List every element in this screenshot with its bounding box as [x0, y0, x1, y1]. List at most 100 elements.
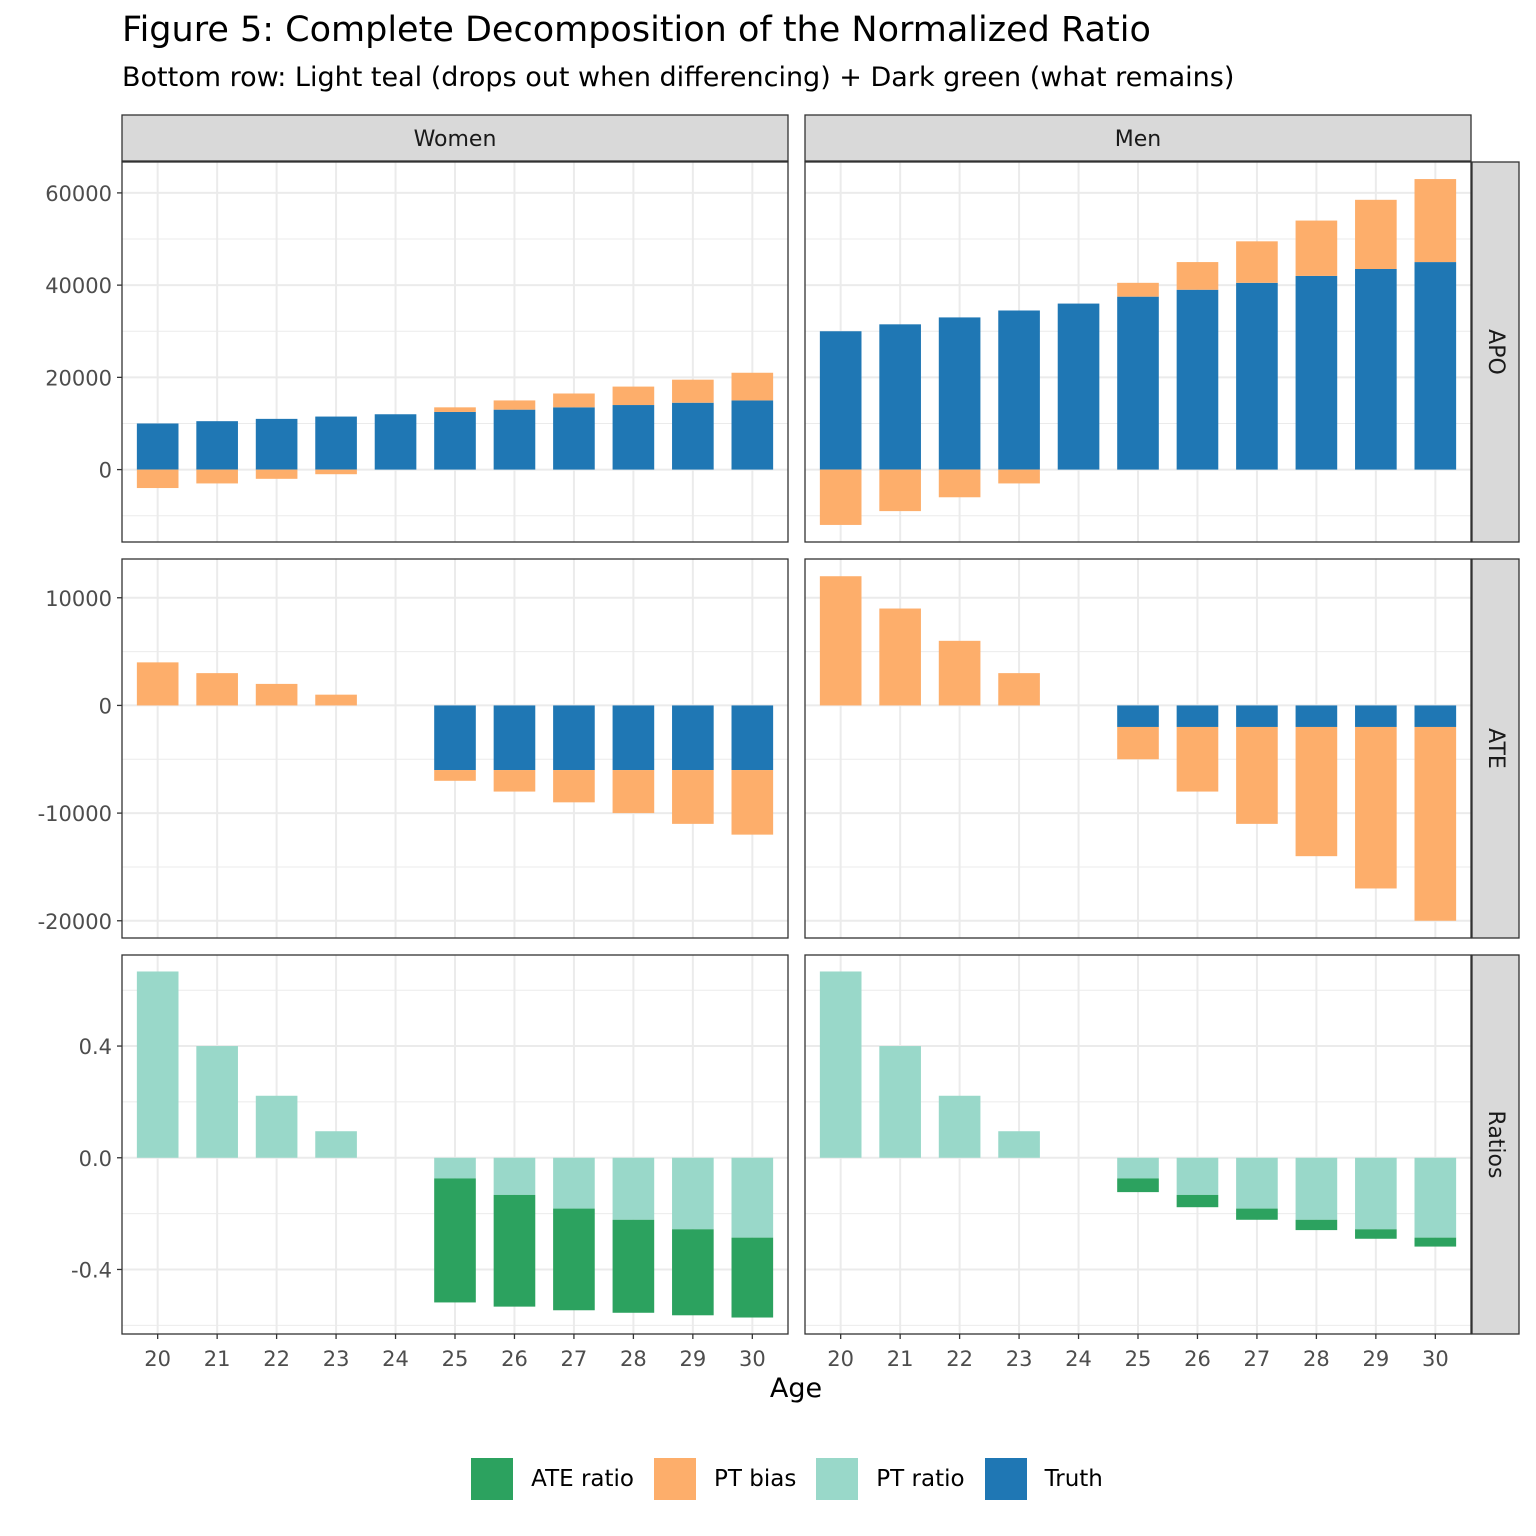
x-tick-label: 27: [1244, 1347, 1271, 1371]
x-tick-label: 29: [679, 1347, 706, 1371]
bar-truth-men-ate-30: [1414, 705, 1457, 727]
bar-pt-bias-women-apo-30: [731, 372, 774, 401]
bar-ate-ratio-men-ratios-27: [1236, 1208, 1278, 1220]
bar-truth-men-apo-24: [1057, 303, 1100, 470]
legend-item-ate-ratio: ATE ratio: [471, 1458, 634, 1500]
chart-title: Figure 5: Complete Decomposition of the …: [122, 10, 1151, 50]
bar-pt-bias-men-apo-22: [938, 469, 981, 498]
x-tick-label: 22: [946, 1347, 973, 1371]
y-tick-label: 0: [99, 459, 112, 483]
bar-truth-women-apo-20: [136, 423, 179, 470]
bar-pt-ratio-men-ratios-22: [938, 1095, 981, 1158]
bar-pt-bias-men-apo-29: [1355, 199, 1397, 269]
bar-pt-bias-women-ate-20: [136, 662, 179, 706]
bar-ate-ratio-men-ratios-28: [1295, 1219, 1338, 1231]
bar-pt-bias-women-ate-30: [731, 770, 774, 835]
bar-truth-women-ate-26: [493, 705, 536, 771]
bar-truth-women-apo-29: [672, 402, 714, 470]
bar-pt-bias-men-apo-30: [1414, 179, 1457, 263]
y-tick-label: 40000: [45, 274, 112, 298]
bar-pt-ratio-men-ratios-30: [1414, 1157, 1457, 1238]
legend-label: ATE ratio: [531, 1466, 634, 1492]
facet-strip-label: ATE: [1483, 728, 1508, 769]
x-tick-label: 22: [263, 1347, 290, 1371]
x-tick-label: 30: [739, 1347, 766, 1371]
y-tick-label: 0.4: [79, 1035, 112, 1059]
bar-truth-women-apo-27: [553, 407, 595, 470]
bar-pt-bias-women-ate-25: [434, 770, 476, 781]
x-tick-label: 21: [887, 1347, 914, 1371]
bar-truth-men-apo-22: [938, 317, 981, 470]
bar-pt-bias-women-ate-23: [315, 694, 357, 706]
bar-pt-ratio-women-ratios-22: [255, 1095, 298, 1158]
x-tick-label: 20: [827, 1347, 854, 1371]
chart-subtitle: Bottom row: Light teal (drops out when d…: [122, 62, 1235, 93]
bar-truth-men-apo-29: [1355, 268, 1397, 470]
panel-border: [804, 161, 1472, 543]
bar-truth-men-apo-26: [1176, 289, 1219, 470]
bar-truth-women-apo-22: [255, 418, 298, 470]
bar-truth-men-apo-20: [819, 331, 862, 470]
bar-truth-women-apo-21: [196, 421, 238, 470]
x-tick-label: 25: [1125, 1347, 1152, 1371]
bar-truth-men-ate-26: [1176, 705, 1219, 727]
legend-label: PT bias: [714, 1466, 797, 1492]
bar-pt-bias-men-ate-21: [879, 608, 921, 706]
bar-pt-ratio-men-ratios-26: [1176, 1157, 1219, 1195]
y-tick-label: -10000: [38, 802, 112, 826]
bar-truth-women-ate-30: [731, 705, 774, 771]
facet-strip-ratios: [1471, 954, 1520, 1335]
y-tick-label: 20000: [45, 366, 112, 390]
x-tick-label: 26: [1184, 1347, 1211, 1371]
bar-ate-ratio-men-ratios-26: [1176, 1194, 1219, 1208]
x-tick-label: 28: [1303, 1347, 1330, 1371]
bar-pt-bias-women-apo-28: [612, 386, 655, 406]
facet-strip-men: [804, 114, 1472, 162]
bar-truth-men-apo-25: [1117, 296, 1159, 470]
facet-strip-label: Women: [414, 127, 497, 152]
bar-truth-women-ate-25: [434, 705, 476, 771]
bar-pt-bias-women-apo-22: [255, 469, 298, 479]
y-tick-label: 0: [99, 694, 112, 718]
bar-truth-women-apo-26: [493, 409, 536, 470]
bar-pt-bias-men-ate-30: [1414, 726, 1457, 921]
bar-pt-bias-men-ate-25: [1117, 726, 1159, 760]
bar-pt-ratio-men-ratios-29: [1355, 1157, 1397, 1230]
x-tick-label: 28: [620, 1347, 647, 1371]
legend-item-pt-ratio: PT ratio: [816, 1458, 965, 1500]
bar-ate-ratio-women-ratios-25: [434, 1178, 476, 1303]
bar-truth-women-ate-28: [612, 705, 655, 771]
bar-ate-ratio-women-ratios-30: [731, 1237, 774, 1318]
x-tick-label: 27: [561, 1347, 588, 1371]
bar-ate-ratio-men-ratios-25: [1117, 1178, 1159, 1193]
y-tick-label: 0.0: [79, 1147, 112, 1171]
bar-truth-men-apo-21: [879, 324, 921, 470]
legend: ATE ratio PT bias PT ratio Truth: [0, 1458, 1536, 1500]
bar-truth-men-ate-27: [1236, 705, 1278, 727]
x-tick-label: 26: [501, 1347, 528, 1371]
facet-strip-label: Men: [1115, 127, 1161, 152]
panel-border: [121, 558, 789, 939]
x-tick-label: 30: [1422, 1347, 1449, 1371]
bar-pt-ratio-women-ratios-26: [493, 1157, 536, 1195]
bar-pt-bias-women-ate-29: [672, 770, 714, 824]
legend-item-pt-bias: PT bias: [654, 1458, 796, 1500]
y-tick-label: -0.4: [71, 1258, 112, 1282]
legend-key-truth: [984, 1458, 1027, 1500]
bar-truth-women-ate-29: [672, 705, 714, 771]
bar-pt-bias-women-ate-26: [493, 770, 536, 792]
legend-item-truth: Truth: [984, 1458, 1103, 1500]
x-axis-title: Age: [769, 1373, 823, 1404]
bar-pt-ratio-women-ratios-25: [434, 1157, 476, 1179]
bar-pt-ratio-women-ratios-21: [196, 1046, 238, 1158]
bar-pt-ratio-women-ratios-27: [553, 1157, 595, 1209]
bar-pt-ratio-women-ratios-20: [136, 971, 179, 1158]
legend-label: Truth: [1044, 1466, 1103, 1492]
bar-pt-ratio-men-ratios-23: [998, 1131, 1040, 1158]
bar-pt-bias-men-apo-20: [819, 469, 862, 525]
bar-pt-bias-men-ate-20: [819, 576, 862, 706]
bar-pt-bias-women-apo-20: [136, 469, 179, 489]
bar-truth-men-ate-29: [1355, 705, 1397, 727]
bar-pt-ratio-men-ratios-21: [879, 1046, 921, 1158]
